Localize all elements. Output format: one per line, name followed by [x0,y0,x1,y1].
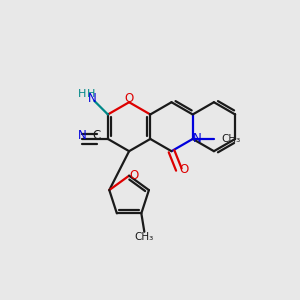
Text: O: O [180,163,189,176]
Text: H: H [77,89,86,99]
Text: CH₃: CH₃ [135,232,154,242]
Text: O: O [124,92,134,104]
Text: C: C [93,129,101,142]
Text: N: N [78,129,87,142]
Text: O: O [130,169,139,182]
Text: CH₃: CH₃ [221,134,240,144]
Text: N: N [88,92,96,105]
Text: H: H [87,89,96,99]
Text: N: N [193,133,202,146]
